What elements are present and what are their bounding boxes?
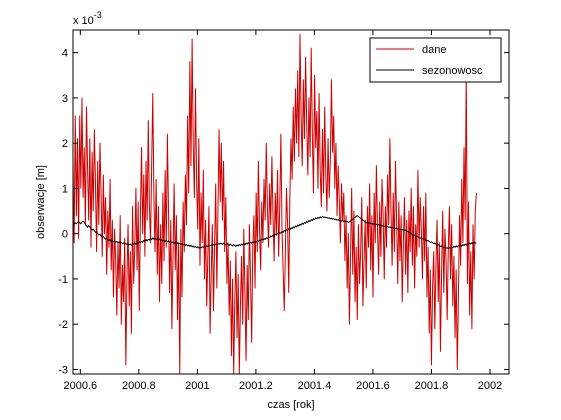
legend-label-sezonowosc: sezonowosc	[422, 65, 483, 77]
x-tick-label: 2001.8	[415, 380, 449, 392]
x-tick-label: 2001	[185, 380, 209, 392]
y-tick-label: 1	[62, 183, 68, 195]
y-tick-label: 0	[62, 229, 68, 241]
x-tick-label: 2000.6	[63, 380, 97, 392]
y-exponent-power: -3	[94, 10, 102, 20]
y-tick-label: -1	[58, 274, 68, 286]
series-line-sezonowosc	[73, 215, 477, 250]
series-line-dane	[73, 34, 477, 374]
x-tick-label: 2000.8	[122, 380, 156, 392]
legend: dane sezonowosc	[369, 37, 502, 83]
y-axis: -3 -2 -1 0 1 2 3 4	[58, 48, 509, 376]
y-tick-label: -2	[58, 319, 68, 331]
y-tick-label: 2	[62, 138, 68, 150]
x-tick-label: 2001.6	[356, 380, 390, 392]
x-axis-label: czas [rok]	[267, 399, 314, 411]
x-tick-label: 2001.4	[298, 380, 332, 392]
x-tick-label: 2002	[478, 380, 502, 392]
x-tick-label: 2001.2	[239, 380, 273, 392]
series-layer	[73, 34, 477, 374]
y-tick-label: 3	[62, 93, 68, 105]
legend-label-dane: dane	[422, 44, 446, 56]
y-tick-label: 4	[62, 48, 68, 60]
legend-box	[369, 37, 502, 83]
y-tick-label: -3	[58, 364, 68, 376]
plot-frame	[72, 29, 510, 375]
x-axis: 2000.6 2000.8 2001 2001.2 2001.4 2001.6 2001.8…	[63, 30, 502, 392]
y-exponent-label: x 10-3	[73, 10, 102, 27]
y-axis-label: obserwacje [m]	[35, 165, 47, 239]
